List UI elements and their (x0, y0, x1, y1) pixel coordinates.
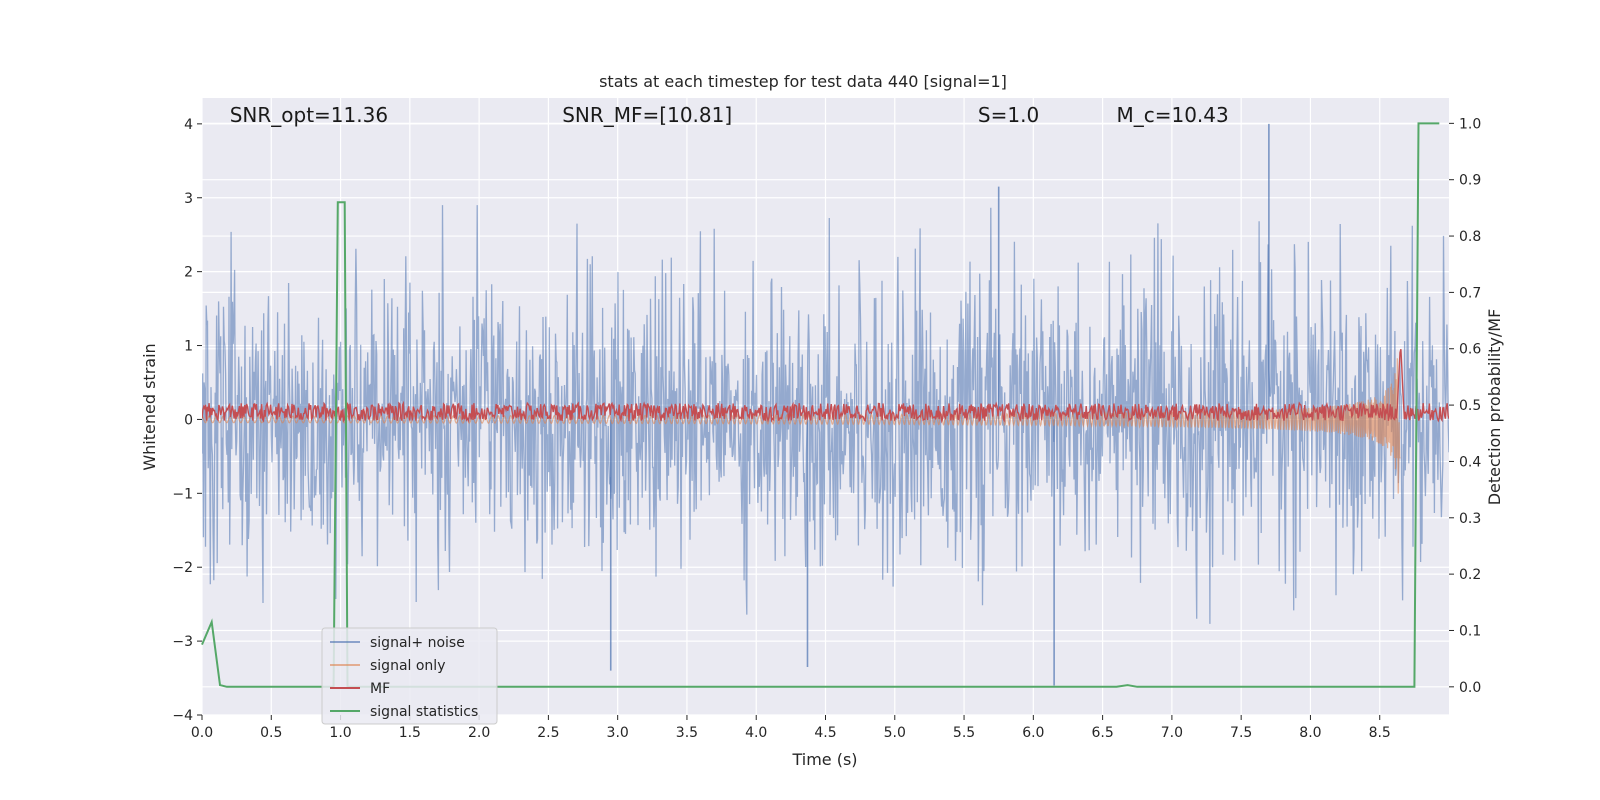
y-right-tick-label: 0.8 (1459, 229, 1481, 245)
y-right-tick-label: 0.4 (1459, 454, 1481, 470)
x-tick-label: 5.5 (953, 725, 975, 741)
x-tick-label: 6.0 (1022, 725, 1044, 741)
legend-label: signal+ noise (370, 635, 465, 651)
legend: signal+ noise signal only MF signal statist… (321, 627, 498, 725)
x-tick-label: 7.5 (1230, 725, 1252, 741)
annotations: SNR_opt=11.36 SNR_MF=[10.81] S=1.0 M_c=10.4… (230, 103, 1229, 127)
y-axis-label: Whitened strain (140, 343, 159, 470)
y-tick-label: −1 (172, 486, 193, 502)
x-tick-label: 6.5 (1091, 725, 1113, 741)
y-tick-label: 0 (184, 412, 193, 428)
x-tick-label: 1.0 (329, 725, 351, 741)
x-tick-label: 2.0 (468, 725, 490, 741)
x-tick-label: 0.0 (191, 725, 213, 741)
x-axis-ticks: 0.0 0.5 1.0 1.5 2.0 2.5 3.0 3.5 4.0 4.5 5.0 5.5 6.0 6… (191, 715, 1391, 741)
y-right-tick-label: 0.5 (1459, 398, 1481, 414)
x-tick-label: 4.5 (814, 725, 836, 741)
x-tick-label: 8.0 (1299, 725, 1321, 741)
y-tick-label: 4 (184, 117, 193, 133)
x-tick-label: 7.0 (1161, 725, 1183, 741)
x-tick-label: 3.0 (607, 725, 629, 741)
y-axis-right-label: Detection probability/MF (1485, 309, 1504, 506)
y-right-tick-label: 0.2 (1459, 567, 1481, 583)
y-right-tick-label: 0.7 (1459, 285, 1481, 301)
y-tick-label: −2 (172, 560, 193, 576)
x-axis-label: Time (s) (791, 750, 857, 769)
legend-label: MF (370, 681, 390, 697)
y-tick-label: 2 (184, 265, 193, 281)
x-tick-label: 4.0 (745, 725, 767, 741)
y-tick-label: 1 (184, 339, 193, 355)
y-right-tick-label: 0.3 (1459, 511, 1481, 527)
annotation-s: S=1.0 (978, 103, 1039, 127)
annotation-mc: M_c=10.43 (1116, 103, 1228, 127)
x-tick-label: 5.0 (884, 725, 906, 741)
x-tick-label: 1.5 (399, 725, 421, 741)
y-right-tick-label: 0.6 (1459, 342, 1481, 358)
y-right-tick-label: 0.0 (1459, 680, 1481, 696)
legend-label: signal statistics (370, 704, 478, 720)
y-tick-label: 3 (184, 191, 193, 207)
signal-noise-line (202, 205, 1449, 624)
y-tick-label: −3 (172, 634, 193, 650)
y-right-tick-label: 0.1 (1459, 623, 1481, 639)
x-tick-label: 0.5 (260, 725, 282, 741)
x-tick-label: 8.5 (1369, 725, 1391, 741)
x-tick-label: 2.5 (537, 725, 559, 741)
y-right-tick-label: 1.0 (1459, 116, 1481, 132)
y-axis-right-ticks: 1.0 0.9 0.8 0.7 0.6 0.5 0.4 0.3 0.2 0.1 0.0 (1449, 116, 1481, 696)
chart-title: stats at each timestep for test data 440… (599, 72, 1007, 91)
legend-label: signal only (370, 658, 445, 674)
series-mf (202, 349, 1449, 424)
legend-box (321, 627, 498, 725)
x-tick-label: 3.5 (676, 725, 698, 741)
y-right-tick-label: 0.9 (1459, 173, 1481, 189)
series-signal-noise (202, 123, 1449, 686)
y-axis-left-ticks: 4 3 2 1 0 −1 −2 −3 −4 (172, 117, 202, 724)
annotation-snr-opt: SNR_opt=11.36 (230, 103, 388, 127)
annotation-snr-mf: SNR_MF=[10.81] (562, 103, 732, 127)
mf-line (202, 349, 1449, 424)
y-tick-label: −4 (172, 708, 193, 724)
